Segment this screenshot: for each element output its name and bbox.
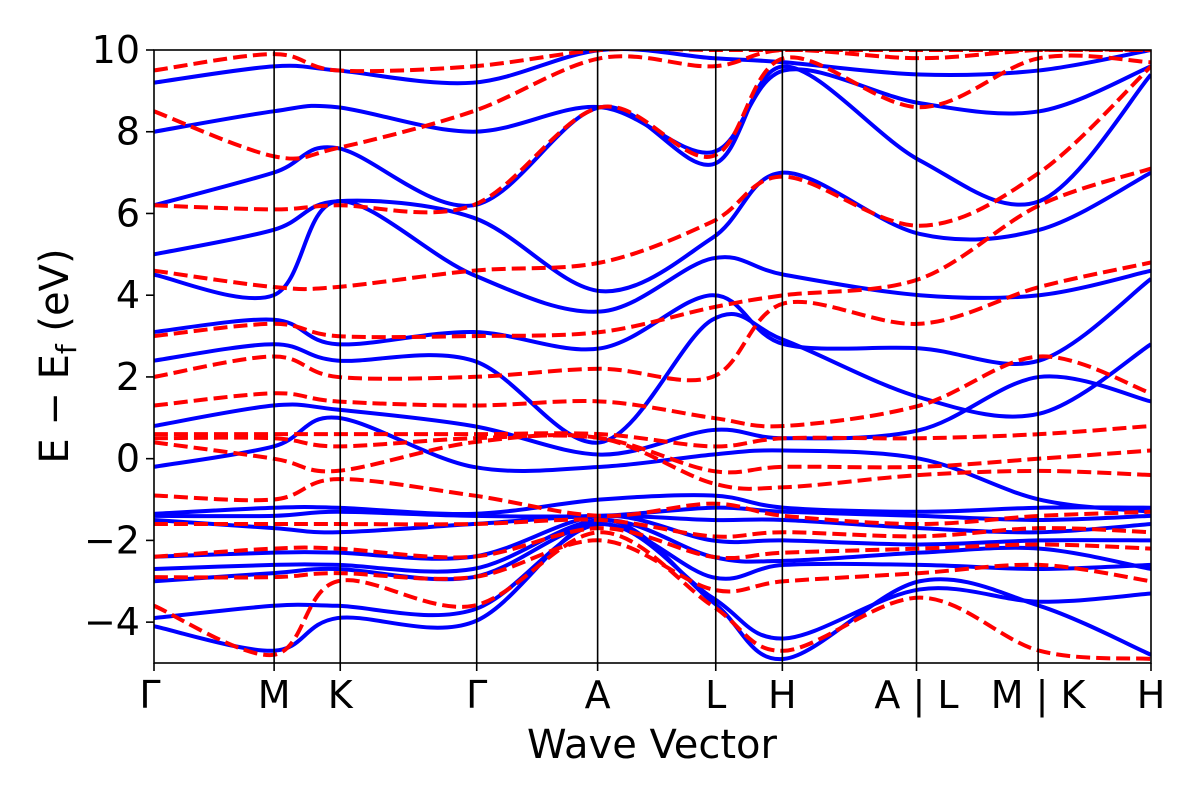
dashed-band-line <box>154 526 1151 561</box>
dashed-band-line <box>154 53 1151 215</box>
y-tick-label: 0 <box>116 437 140 481</box>
solid-band-line <box>154 199 1151 314</box>
dashed-band-line <box>154 538 1151 594</box>
dashed-band-line <box>154 477 1151 527</box>
y-tick-label: −4 <box>84 600 140 644</box>
dashed-band-line <box>154 530 1151 661</box>
x-tick-label: H <box>1137 673 1166 717</box>
y-tick-label: 8 <box>116 110 140 154</box>
x-tick-label: A | L <box>874 673 958 718</box>
dashed-band-line <box>154 166 1151 340</box>
y-tick-label: 10 <box>92 28 140 72</box>
bands-layer <box>154 50 1151 661</box>
dashed-band-line <box>154 260 1151 383</box>
x-tick-label: Γ <box>139 673 160 717</box>
solid-band-line <box>154 517 1151 574</box>
solid-band-line <box>154 374 1151 457</box>
solid-band-line <box>154 277 1151 366</box>
dashed-band-line <box>154 354 1151 429</box>
solid-band-line <box>154 312 1151 445</box>
dashed-band-line <box>154 433 1151 491</box>
solid-band-line <box>154 170 1151 294</box>
y-tick-label: 6 <box>116 191 140 235</box>
x-tick-label: M <box>258 673 291 717</box>
y-label-main: E − E <box>32 354 78 464</box>
solid-band-line <box>154 493 1151 517</box>
y-label-subscript: f <box>50 343 83 354</box>
x-axis-label: Wave Vector <box>527 722 778 768</box>
dashed-band-line <box>154 433 1151 475</box>
y-axis-ticks: −4 −2 0 2 4 6 8 10 <box>84 28 154 644</box>
x-tick-label: K <box>328 673 354 717</box>
dashed-band-line <box>154 50 1151 161</box>
solid-band-line <box>154 50 1151 86</box>
solid-band-line <box>154 64 1151 208</box>
y-axis-label-text: E − Ef (eV) <box>32 248 83 463</box>
x-tick-label: H <box>768 673 797 717</box>
x-tick-label: Γ <box>466 673 487 717</box>
x-tick-label: A <box>585 673 611 717</box>
x-tick-label: M | K <box>991 673 1087 718</box>
y-tick-label: 2 <box>116 355 140 399</box>
dashed-band-line <box>154 517 1151 539</box>
symmetry-lines <box>273 50 1039 663</box>
y-axis-label: E − Ef (eV) <box>32 248 83 463</box>
dashed-band-line <box>154 423 1151 449</box>
y-label-unit: (eV) <box>32 248 78 344</box>
plot-frame <box>153 49 1152 664</box>
solid-band-line <box>154 522 1151 641</box>
solid-band-line <box>154 415 1151 514</box>
dashed-band-line <box>154 50 1151 74</box>
solid-band-line <box>154 513 1151 561</box>
dashed-band-line <box>154 64 1151 292</box>
x-tick-label: L <box>705 673 726 717</box>
y-tick-label: 4 <box>116 273 140 317</box>
y-tick-label: −2 <box>84 518 140 562</box>
